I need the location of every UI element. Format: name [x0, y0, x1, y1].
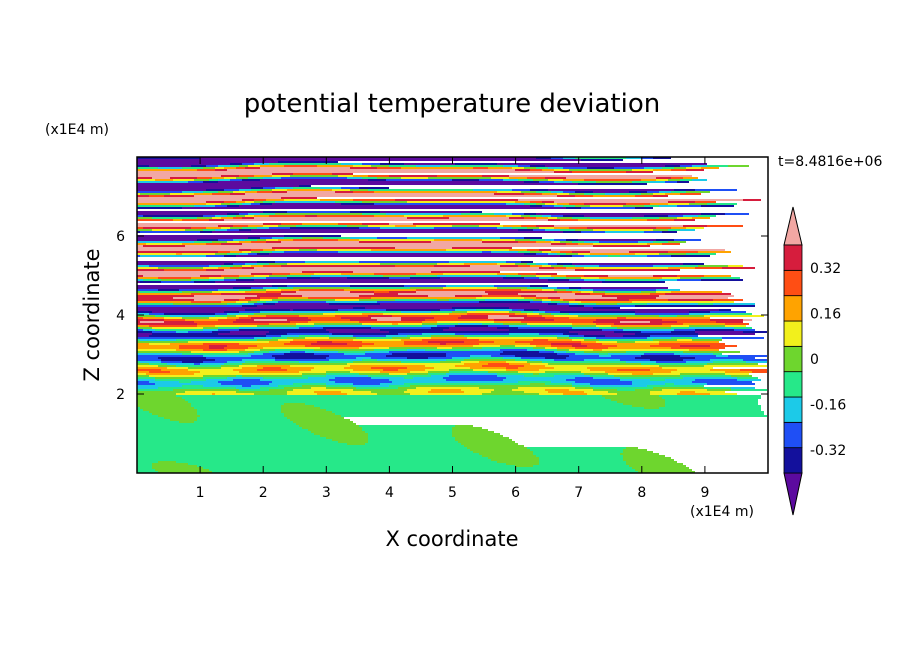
y-axis: 2 4 6	[116, 229, 768, 403]
x-tick-label: 3	[322, 485, 331, 501]
colorbar-extend-max	[783, 206, 803, 246]
x-tick-label: 1	[196, 485, 205, 501]
plot-area	[137, 157, 767, 473]
colorbar: 0.32 0.16 0 -0.16 -0.32	[783, 206, 846, 516]
colorbar-segment	[783, 447, 803, 474]
colorbar-tick-label: -0.16	[810, 398, 846, 414]
colorbar-tick-label: 0.32	[810, 261, 841, 277]
x-tick-label: 6	[511, 485, 520, 501]
colorbar-segment	[783, 295, 803, 322]
colorbar-segment	[783, 244, 803, 271]
x-axis: 1 2 3 4 5 6 7 8 9	[196, 157, 709, 501]
x-tick-label: 5	[448, 485, 457, 501]
colorbar-segment	[783, 396, 803, 423]
time-label: t=8.4816e+06	[778, 154, 882, 170]
x-tick-label: 9	[700, 485, 709, 501]
x-tick-label: 8	[637, 485, 646, 501]
colorbar-tick-label: 0	[810, 352, 819, 368]
y-tick-label: 4	[116, 308, 125, 324]
colorbar-extend-min	[783, 472, 803, 516]
colorbar-segment	[783, 421, 803, 449]
y-tick-label: 2	[116, 387, 125, 403]
x-tick-label: 4	[385, 485, 394, 501]
x-tick-label: 7	[574, 485, 583, 501]
chart-title: potential temperature deviation	[244, 89, 660, 119]
y-unit-label: (x1E4 m)	[45, 122, 109, 138]
x-tick-label: 2	[259, 485, 268, 501]
colorbar-tick-label: -0.32	[810, 443, 846, 459]
colorbar-segment	[783, 371, 803, 398]
y-axis-label: Z coordinate	[80, 248, 104, 381]
colorbar-segment	[783, 269, 803, 297]
colorbar-segment	[783, 320, 803, 347]
x-unit-label: (x1E4 m)	[690, 504, 754, 520]
y-tick-label: 6	[116, 229, 125, 245]
x-axis-label: X coordinate	[385, 527, 518, 551]
colorbar-segment	[783, 345, 803, 373]
colorbar-tick-label: 0.16	[810, 306, 841, 322]
